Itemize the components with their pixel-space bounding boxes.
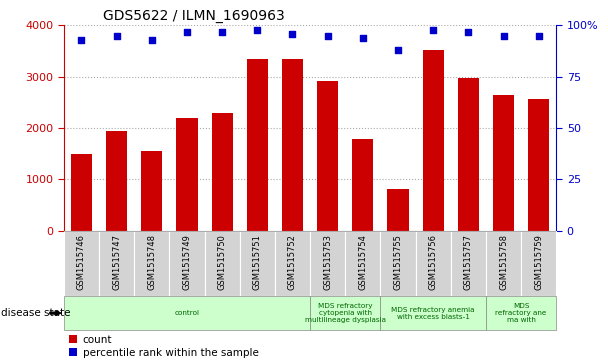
Bar — [317, 81, 338, 231]
Point — [112, 33, 122, 38]
Legend: count, percentile rank within the sample: count, percentile rank within the sample — [69, 335, 258, 358]
Bar — [416, 231, 451, 296]
Bar — [106, 131, 127, 231]
Point — [77, 37, 86, 43]
Text: control: control — [174, 310, 199, 316]
Point — [323, 33, 333, 38]
Point — [182, 29, 192, 34]
Point — [147, 37, 157, 43]
Text: GSM1515754: GSM1515754 — [358, 234, 367, 290]
Bar — [310, 231, 345, 296]
Bar — [134, 231, 170, 296]
Bar — [423, 50, 444, 231]
Bar — [176, 118, 198, 231]
Bar — [451, 231, 486, 296]
Bar — [381, 231, 416, 296]
Text: GSM1515752: GSM1515752 — [288, 234, 297, 290]
Bar — [212, 113, 233, 231]
Text: disease state: disease state — [1, 308, 71, 318]
Point — [534, 33, 544, 38]
Text: GSM1515746: GSM1515746 — [77, 234, 86, 290]
Bar — [486, 296, 556, 330]
Bar — [282, 59, 303, 231]
Bar — [387, 189, 409, 231]
Point — [499, 33, 508, 38]
Bar — [352, 139, 373, 231]
Bar — [458, 78, 479, 231]
Point — [217, 29, 227, 34]
Bar — [99, 231, 134, 296]
Text: GSM1515747: GSM1515747 — [112, 234, 121, 290]
Text: MDS refractory
cytopenia with
multilineage dysplasia: MDS refractory cytopenia with multilinea… — [305, 303, 385, 323]
Bar — [310, 296, 381, 330]
Text: MDS refractory anemia
with excess blasts-1: MDS refractory anemia with excess blasts… — [392, 307, 475, 319]
Text: GSM1515750: GSM1515750 — [218, 234, 227, 290]
Bar — [528, 99, 549, 231]
Bar — [493, 95, 514, 231]
Bar — [64, 231, 99, 296]
Bar — [204, 231, 240, 296]
Point — [393, 47, 403, 53]
Text: GDS5622 / ILMN_1690963: GDS5622 / ILMN_1690963 — [103, 9, 285, 23]
Text: GSM1515755: GSM1515755 — [393, 234, 402, 290]
Point — [288, 31, 297, 37]
Bar — [71, 154, 92, 231]
Point — [428, 26, 438, 32]
Text: GSM1515748: GSM1515748 — [147, 234, 156, 290]
Text: GSM1515757: GSM1515757 — [464, 234, 473, 290]
Point — [358, 35, 368, 41]
Bar — [240, 231, 275, 296]
Bar — [141, 151, 162, 231]
Text: MDS
refractory ane
ma with: MDS refractory ane ma with — [496, 303, 547, 323]
Bar — [486, 231, 521, 296]
Point — [252, 26, 262, 32]
Text: GSM1515751: GSM1515751 — [253, 234, 262, 290]
Bar — [345, 231, 381, 296]
Point — [463, 29, 473, 34]
Text: GSM1515756: GSM1515756 — [429, 234, 438, 290]
Text: GSM1515749: GSM1515749 — [182, 234, 192, 290]
Bar — [64, 296, 310, 330]
Text: GSM1515759: GSM1515759 — [534, 234, 543, 290]
Bar — [247, 59, 268, 231]
Text: GSM1515758: GSM1515758 — [499, 234, 508, 290]
Bar — [521, 231, 556, 296]
Bar — [170, 231, 204, 296]
Bar — [275, 231, 310, 296]
Text: GSM1515753: GSM1515753 — [323, 234, 332, 290]
Bar — [381, 296, 486, 330]
